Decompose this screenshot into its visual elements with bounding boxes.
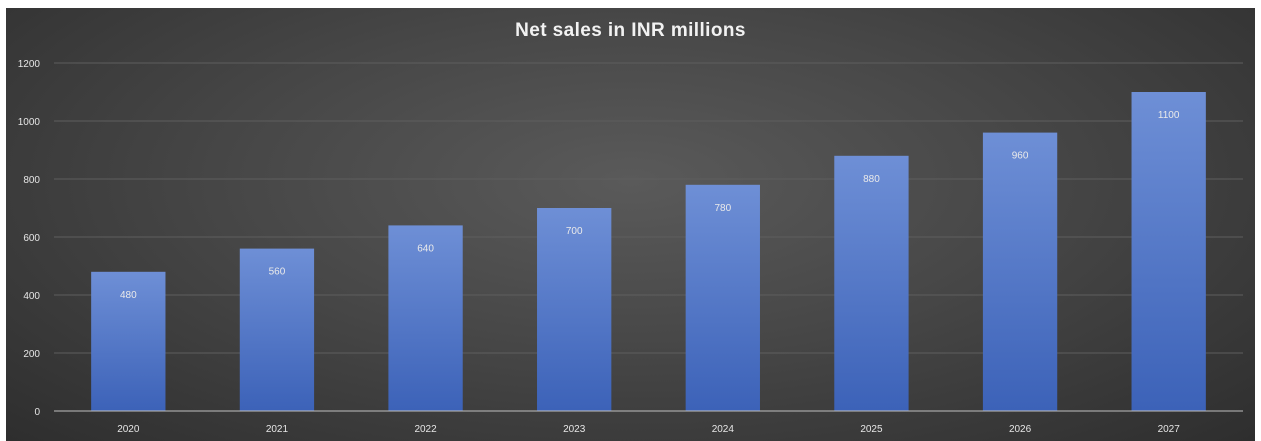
y-tick-label: 800 bbox=[23, 175, 40, 186]
bar bbox=[834, 155, 909, 411]
x-tick-label: 2024 bbox=[712, 424, 735, 435]
x-tick-label: 2027 bbox=[1158, 424, 1181, 435]
data-label: 560 bbox=[269, 267, 286, 278]
bar-chart: 480 560 640 700 780 880 960 1100 0 200 400 600 800 1… bbox=[18, 59, 1243, 435]
x-tick-label: 2025 bbox=[860, 424, 883, 435]
x-tick-label: 2022 bbox=[414, 424, 437, 435]
bar bbox=[685, 184, 760, 411]
axes: 0 200 400 600 800 1000 1200 2020 2021 2022 2023 202… bbox=[18, 59, 1243, 435]
y-tick-label: 0 bbox=[34, 407, 40, 418]
x-tick-label: 2026 bbox=[1009, 424, 1032, 435]
data-labels: 480 560 640 700 780 880 960 1100 bbox=[120, 110, 1180, 301]
x-tick-label: 2020 bbox=[117, 424, 140, 435]
bar bbox=[91, 271, 166, 411]
y-tick-label: 600 bbox=[23, 233, 40, 244]
x-tick-label: 2021 bbox=[266, 424, 289, 435]
bar bbox=[239, 248, 315, 411]
data-label: 960 bbox=[1012, 151, 1029, 162]
y-tick-label: 1200 bbox=[18, 59, 41, 70]
bar bbox=[388, 225, 463, 411]
data-label: 880 bbox=[863, 174, 880, 185]
y-tick-label: 400 bbox=[23, 291, 40, 302]
bar bbox=[982, 132, 1058, 411]
bar bbox=[537, 208, 612, 411]
bars bbox=[91, 92, 1206, 411]
data-label: 1100 bbox=[1158, 110, 1180, 121]
data-label: 640 bbox=[417, 243, 434, 254]
data-label: 780 bbox=[714, 203, 731, 214]
bar bbox=[1131, 92, 1206, 411]
chart-area: Net sales in INR millions 480 560 640 700 78… bbox=[6, 8, 1255, 441]
chart-title: Net sales in INR millions bbox=[515, 20, 746, 41]
gridlines bbox=[54, 62, 1243, 354]
y-tick-label: 200 bbox=[23, 349, 40, 360]
y-tick-label: 1000 bbox=[18, 117, 41, 128]
data-label: 700 bbox=[566, 226, 583, 237]
x-tick-label: 2023 bbox=[563, 424, 586, 435]
data-label: 480 bbox=[120, 290, 137, 301]
